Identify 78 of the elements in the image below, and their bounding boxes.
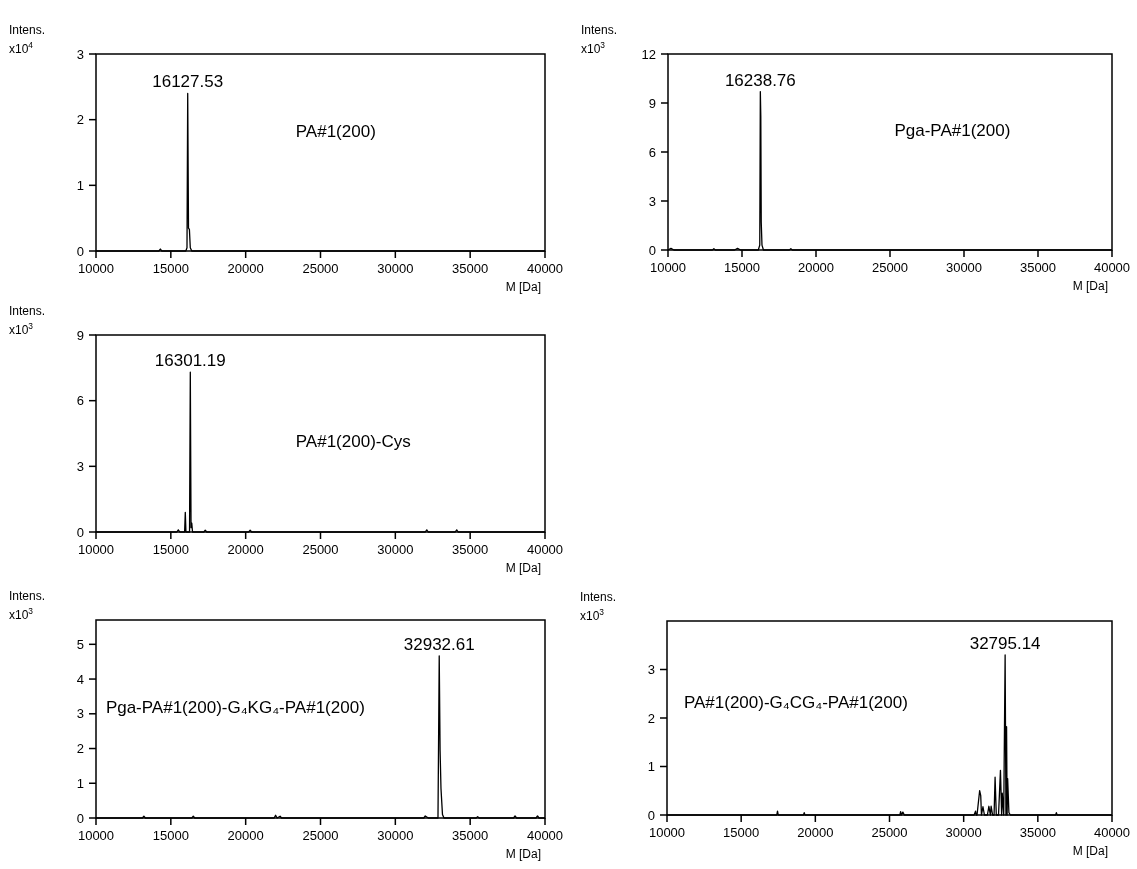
x-tick-label: 25000 <box>871 260 909 275</box>
x-tick-label: 10000 <box>77 542 115 557</box>
x-tick-label: 25000 <box>302 542 339 557</box>
x-tick-label: 25000 <box>302 828 339 843</box>
x-tick-label: 20000 <box>797 825 834 840</box>
y-tick-label: 0 <box>76 810 84 826</box>
x-tick-label: 40000 <box>526 261 564 276</box>
y-tick-label: 0 <box>76 524 84 540</box>
y-axis-title: Intens. x10$^{3}$ <box>9 589 46 622</box>
x-tick-label: 15000 <box>723 260 761 275</box>
y-tick-label: 2 <box>76 112 84 128</box>
y-tick-label: 5 <box>76 636 84 652</box>
x-tick-label: 15000 <box>152 828 189 843</box>
y-tick-label: 3 <box>76 458 84 474</box>
y-tick-label: 3 <box>76 706 84 722</box>
x-tick-label: 10000 <box>648 825 686 840</box>
y-tick-label: 6 <box>76 393 84 409</box>
annotation: PA#1(200)-G₄CG₄-PA#1(200) <box>683 693 908 713</box>
y-axis-title: Intens. x10$^{3}$ <box>9 304 46 337</box>
x-tick-label: 40000 <box>1093 260 1131 275</box>
x-tick-label: 15000 <box>152 261 189 276</box>
y-tick-label: 2 <box>76 741 84 757</box>
annotation: Pga-PA#1(200) <box>894 121 1011 141</box>
x-tick-label: 30000 <box>945 260 983 275</box>
x-tick-label: 40000 <box>526 542 564 557</box>
x-tick-label: 20000 <box>797 260 835 275</box>
annotation: PA#1(200)-Cys <box>295 432 411 452</box>
x-axis-title: M [Da] <box>505 561 541 575</box>
x-tick-label: 10000 <box>77 261 115 276</box>
annotation: Pga-PA#1(200)-G₄KG₄-PA#1(200) <box>105 698 365 718</box>
x-tick-label: 35000 <box>452 542 489 557</box>
x-tick-label: 10000 <box>649 260 687 275</box>
y-tick-label: 1 <box>647 759 655 775</box>
y-tick-label: 12 <box>641 46 656 62</box>
x-tick-label: 40000 <box>1093 825 1131 840</box>
y-axis-title: Intens. x10$^{4}$ <box>9 23 46 56</box>
y-tick-label: 4 <box>76 671 84 687</box>
x-tick-label: 25000 <box>871 825 908 840</box>
x-tick-label: 10000 <box>77 828 115 843</box>
y-tick-label: 3 <box>648 193 656 209</box>
x-tick-label: 15000 <box>723 825 760 840</box>
annotation: 16301.19 <box>154 351 226 371</box>
x-tick-label: 35000 <box>452 828 489 843</box>
annotation: 32932.61 <box>403 634 475 654</box>
x-tick-label: 25000 <box>302 261 339 276</box>
y-axis-title: Intens. x10$^{3}$ <box>580 590 617 623</box>
x-tick-label: 15000 <box>152 542 189 557</box>
y-tick-label: 1 <box>76 177 84 193</box>
x-axis-title: M [Da] <box>1072 844 1108 858</box>
x-tick-label: 35000 <box>1019 825 1056 840</box>
y-tick-label: 3 <box>647 662 655 678</box>
y-tick-label: 1 <box>76 775 84 791</box>
y-tick-label: 0 <box>647 807 655 823</box>
y-tick-label: 2 <box>647 710 655 726</box>
y-tick-label: 9 <box>648 95 656 111</box>
annotation: 32795.14 <box>969 633 1041 653</box>
y-tick-label: 0 <box>76 243 84 259</box>
annotation: PA#1(200) <box>295 121 376 141</box>
y-tick-label: 0 <box>648 242 656 258</box>
x-tick-label: 30000 <box>377 828 414 843</box>
x-tick-label: 30000 <box>945 825 982 840</box>
x-tick-label: 35000 <box>452 261 489 276</box>
y-axis-title: Intens. x10$^{3}$ <box>581 23 618 56</box>
x-tick-label: 30000 <box>377 261 414 276</box>
x-axis-title: M [Da] <box>1072 279 1108 293</box>
x-tick-label: 20000 <box>227 542 264 557</box>
y-tick-label: 3 <box>76 46 84 62</box>
y-tick-label: 9 <box>76 327 84 343</box>
x-tick-label: 30000 <box>377 542 414 557</box>
x-tick-label: 20000 <box>227 261 264 276</box>
annotation: 16238.76 <box>724 70 796 90</box>
annotation: 16127.53 <box>152 72 224 92</box>
x-tick-label: 35000 <box>1019 260 1057 275</box>
x-tick-label: 40000 <box>526 828 564 843</box>
y-tick-label: 6 <box>648 144 656 160</box>
x-axis-title: M [Da] <box>505 280 541 294</box>
x-tick-label: 20000 <box>227 828 264 843</box>
x-axis-title: M [Da] <box>505 847 541 861</box>
